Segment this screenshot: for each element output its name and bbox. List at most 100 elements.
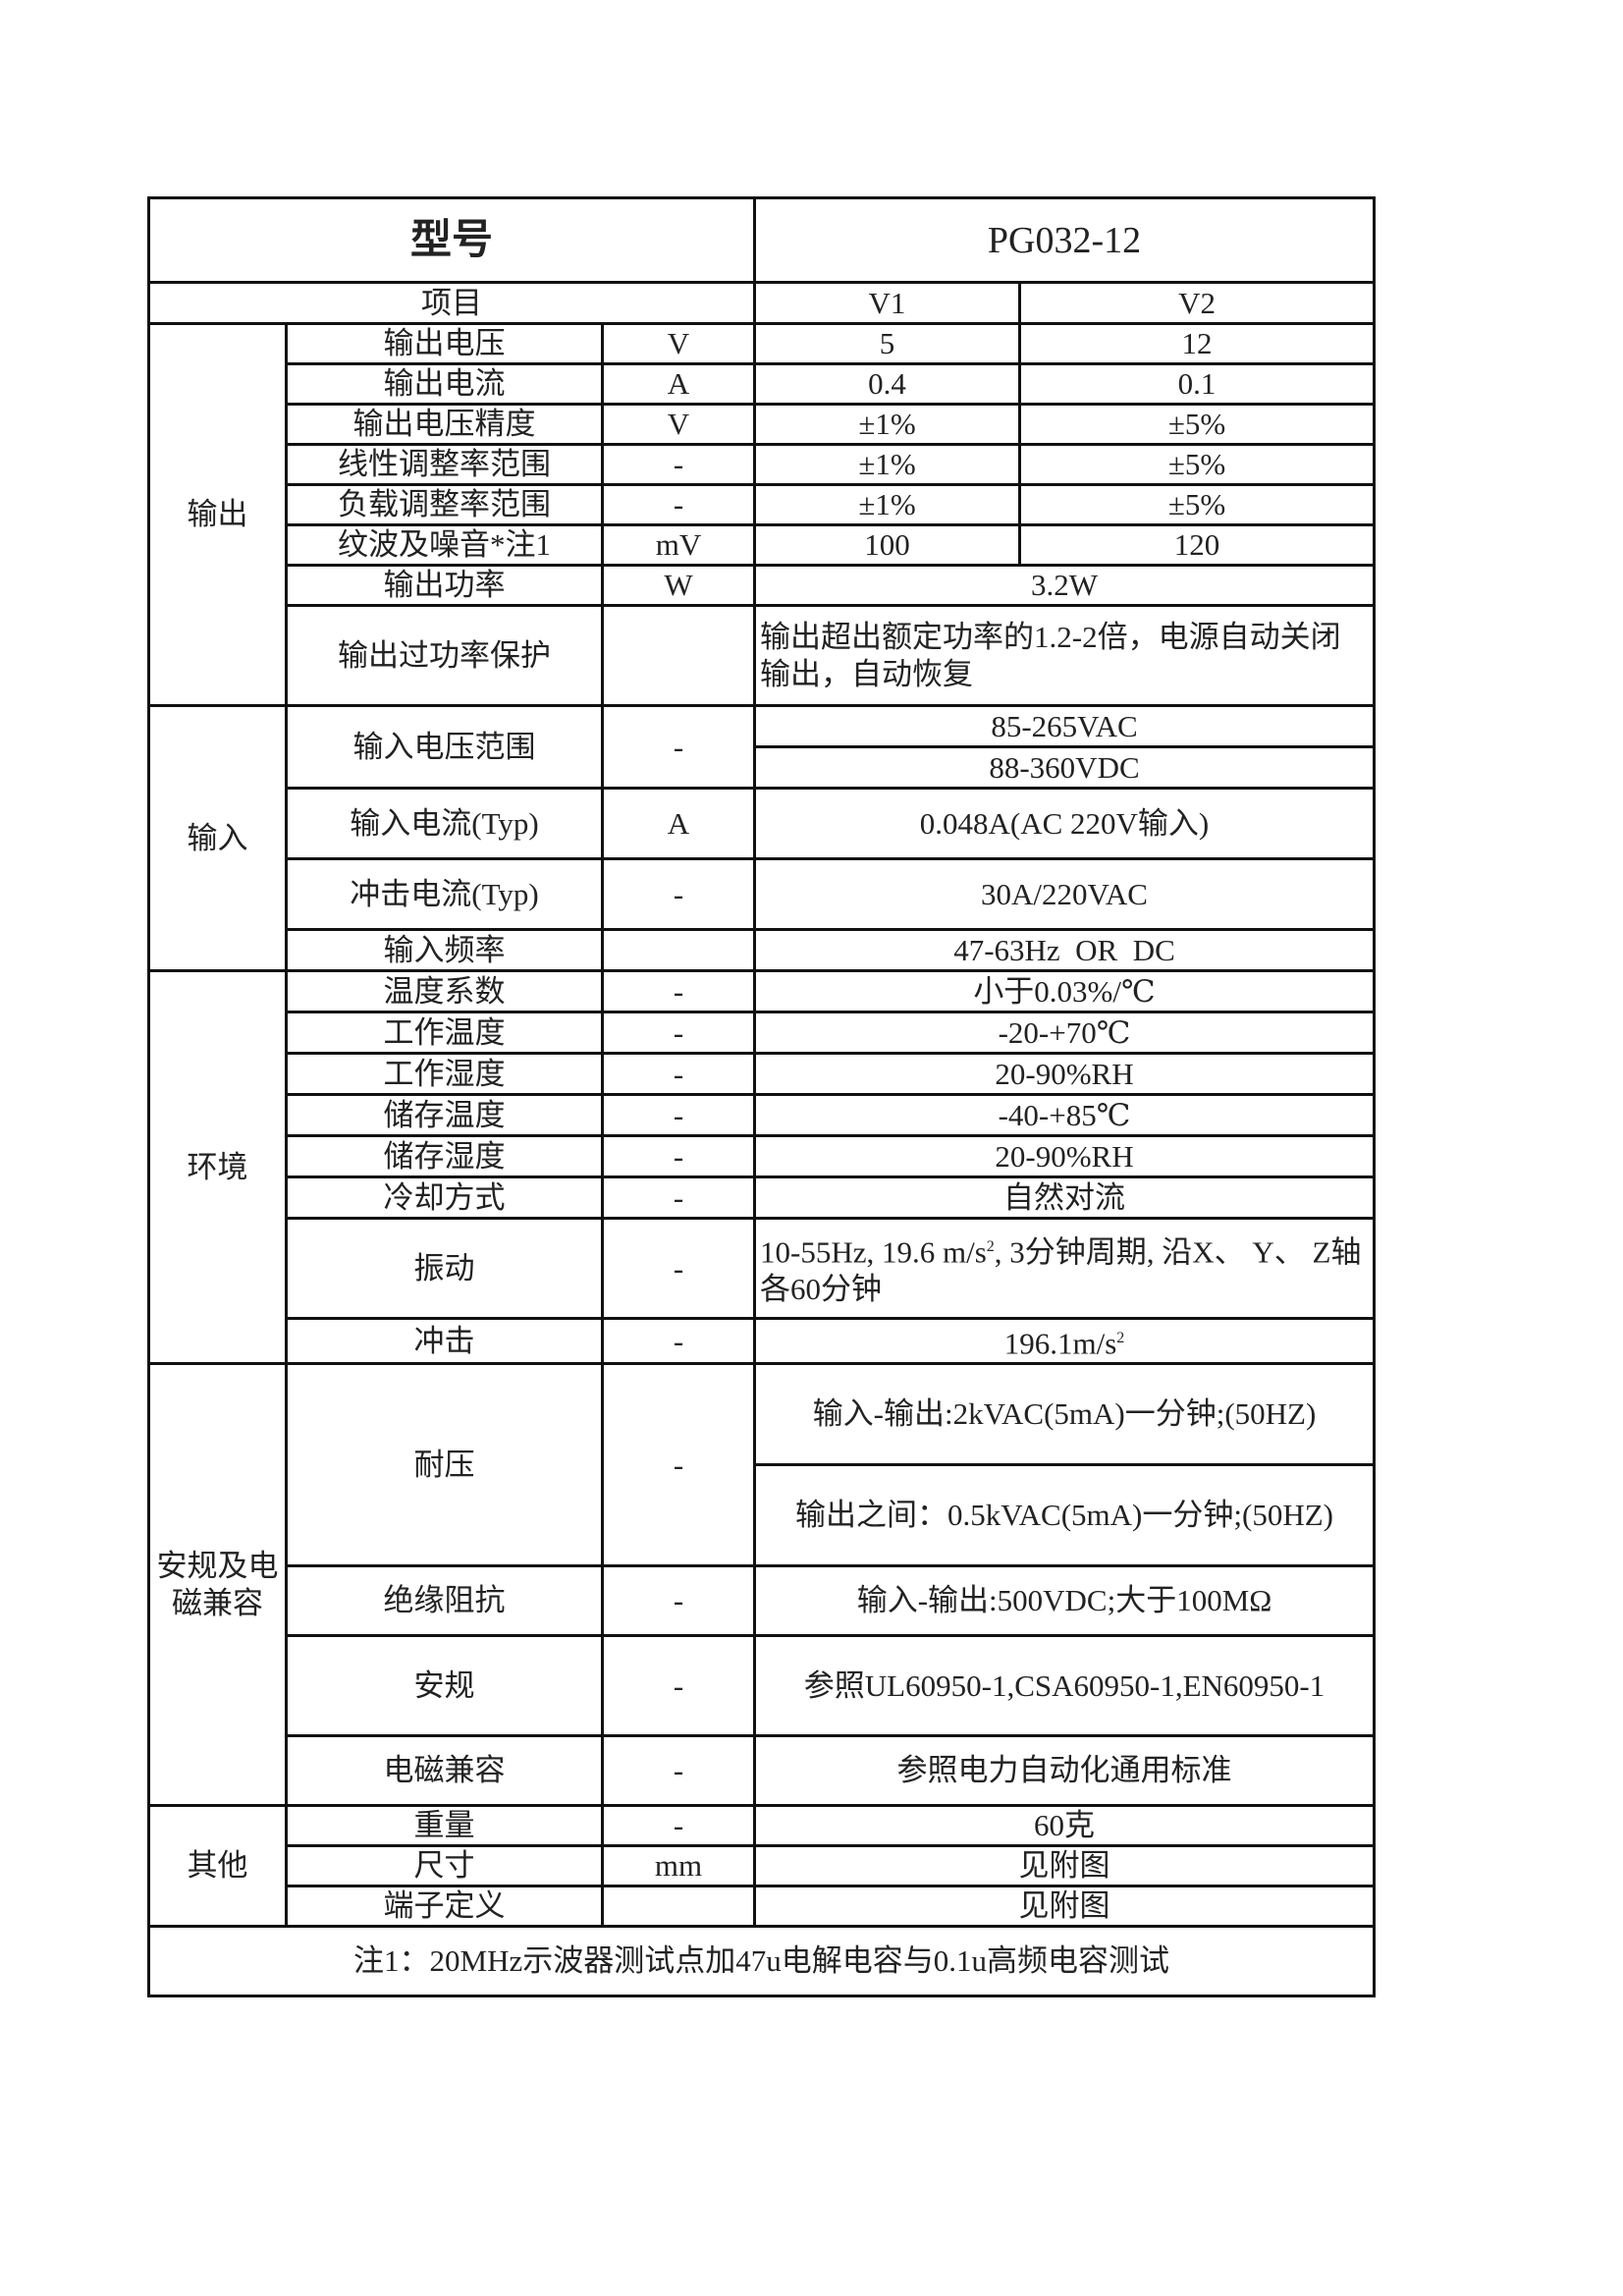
row-v2: ±5% — [1017, 483, 1377, 526]
row-unit: - — [601, 1217, 756, 1320]
row-name: 纹波及噪音*注1 — [285, 523, 604, 567]
row-name: 输入电流(Typ) — [285, 787, 604, 860]
row-value: 85-265VAC — [752, 704, 1377, 748]
row-value: 输入-输出:2kVAC(5mA)一分钟;(50HZ) — [752, 1362, 1377, 1467]
row-value: 自然对流 — [752, 1175, 1377, 1220]
row-v1: 0.4 — [753, 362, 1021, 406]
col-v2: V2 — [1017, 281, 1377, 325]
row-value: 20-90%RH — [752, 1134, 1377, 1178]
row-unit: - — [601, 1734, 756, 1808]
row-value: 10-55Hz, 19.6 m/s2, 3分钟周期, 沿X、 Y、 Z轴各60分… — [752, 1217, 1377, 1320]
value-text: 196.1m/s — [1003, 1326, 1117, 1361]
row-unit: mV — [601, 523, 756, 567]
row-unit: W — [601, 564, 756, 607]
row-unit: - — [601, 1052, 756, 1096]
row-name: 工作湿度 — [285, 1052, 604, 1096]
row-unit: - — [601, 1316, 756, 1366]
row-value: 30A/220VAC — [752, 857, 1377, 931]
row-value: 见附图 — [752, 1844, 1377, 1888]
row-name: 负载调整率范围 — [285, 483, 604, 526]
model-label: 型号 — [147, 196, 756, 284]
row-unit: - — [601, 1634, 756, 1738]
row-unit: A — [601, 362, 756, 406]
row-unit: V — [601, 322, 756, 365]
row-name: 温度系数 — [285, 969, 604, 1013]
row-unit: mm — [601, 1844, 756, 1888]
row-v1: ±1% — [753, 483, 1021, 526]
row-name: 尺寸 — [285, 1844, 604, 1888]
superscript: 2 — [1116, 1330, 1125, 1346]
row-unit: - — [601, 1093, 756, 1137]
row-unit: A — [601, 787, 756, 860]
value-text: , 3分钟周期, 沿X、 Y、 Z轴各60分钟 — [760, 1234, 1362, 1307]
row-value: 88-360VDC — [752, 745, 1377, 790]
row-unit: - — [601, 1134, 756, 1178]
col-v1: V1 — [753, 281, 1021, 325]
row-name: 输入电压范围 — [285, 704, 604, 790]
row-name: 输入频率 — [285, 928, 604, 972]
group-safety: 安规及电磁兼容 — [147, 1362, 288, 1808]
row-unit — [601, 604, 756, 707]
row-name: 冲击 — [285, 1316, 604, 1366]
row-name: 电磁兼容 — [285, 1734, 604, 1808]
footnote: 注1：20MHz示波器测试点加47u电解电容与0.1u高频电容测试 — [146, 1925, 1377, 1998]
row-name: 输出电流 — [285, 362, 604, 406]
row-value: 0.048A(AC 220V输入) — [752, 787, 1377, 860]
row-unit: - — [601, 1011, 756, 1055]
row-name: 储存温度 — [285, 1093, 604, 1137]
row-value: 输入-输出:500VDC;大于100MΩ — [752, 1564, 1377, 1638]
row-unit: - — [601, 1564, 756, 1638]
row-name: 工作温度 — [285, 1011, 604, 1055]
row-unit: - — [601, 1362, 756, 1568]
row-name: 耐压 — [285, 1362, 604, 1568]
row-v2: ±5% — [1017, 443, 1377, 486]
row-unit — [601, 928, 756, 972]
row-v2: 120 — [1017, 523, 1377, 567]
row-v1: 5 — [753, 322, 1021, 365]
row-value: 47-63Hz OR DC — [752, 928, 1377, 972]
row-name: 输出电压 — [285, 322, 604, 365]
row-unit: - — [601, 1804, 756, 1848]
row-unit: - — [601, 443, 756, 486]
row-name: 输出过功率保护 — [285, 604, 604, 707]
spec-table: 型号 PG032-12 项目 V1 V2 输出 输出电压 V 5 12 输出电流 A 0.4 0.… — [146, 196, 1377, 1998]
row-unit: - — [601, 704, 756, 790]
row-name: 端子定义 — [285, 1885, 604, 1929]
value-text: 10-55Hz, 19.6 m/s — [760, 1234, 987, 1270]
row-value: 参照UL60950-1,CSA60950-1,EN60950-1 — [752, 1634, 1377, 1738]
row-name: 绝缘阻抗 — [285, 1564, 604, 1638]
row-value: 3.2W — [752, 564, 1377, 607]
row-unit: - — [601, 483, 756, 526]
row-name: 振动 — [285, 1217, 604, 1320]
row-v1: ±1% — [753, 403, 1021, 446]
row-unit: - — [601, 857, 756, 931]
row-unit: - — [601, 1175, 756, 1220]
row-value: 参照电力自动化通用标准 — [752, 1734, 1377, 1808]
row-name: 输出功率 — [285, 564, 604, 607]
row-value: 见附图 — [752, 1885, 1377, 1929]
row-v2: 0.1 — [1017, 362, 1377, 406]
row-value: 20-90%RH — [752, 1052, 1377, 1096]
row-name: 冲击电流(Typ) — [285, 857, 604, 931]
row-value: -40-+85℃ — [752, 1093, 1377, 1137]
model-value: PG032-12 — [752, 196, 1377, 284]
row-value: -20-+70℃ — [752, 1011, 1377, 1055]
row-unit: - — [601, 969, 756, 1013]
row-unit: V — [601, 403, 756, 446]
group-environment: 环境 — [147, 968, 288, 1366]
group-input: 输入 — [147, 704, 288, 972]
item-label: 项目 — [147, 281, 756, 325]
row-name: 输出电压精度 — [285, 403, 604, 446]
group-other: 其他 — [147, 1804, 288, 1929]
row-name: 储存湿度 — [285, 1134, 604, 1178]
row-name: 安规 — [285, 1634, 604, 1738]
row-unit — [601, 1885, 756, 1929]
row-v1: 100 — [753, 523, 1021, 567]
row-value: 输出超出额定功率的1.2-2倍，电源自动关闭输出，自动恢复 — [752, 604, 1377, 707]
superscript: 2 — [986, 1237, 995, 1255]
row-value: 196.1m/s2 — [752, 1316, 1377, 1366]
row-v2: ±5% — [1017, 403, 1377, 446]
row-value: 输出之间：0.5kVAC(5mA)一分钟;(50HZ) — [752, 1463, 1377, 1568]
group-output: 输出 — [147, 322, 288, 707]
row-name: 重量 — [285, 1804, 604, 1848]
